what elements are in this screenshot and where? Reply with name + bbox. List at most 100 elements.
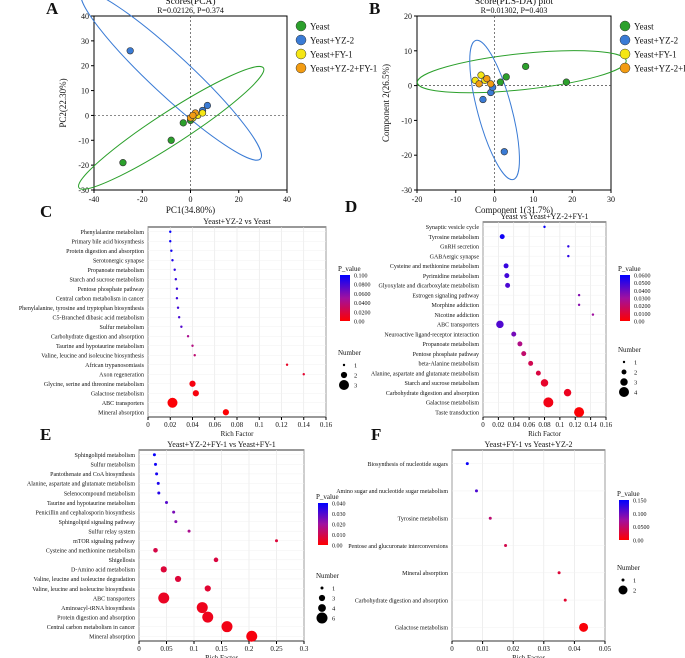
colorbar-tick-label: 0.040 (332, 502, 346, 508)
pathway-label: ABC transporters (102, 401, 145, 407)
plot-frame (417, 16, 611, 190)
pathway-label: Sphingolipid metabolism (74, 453, 135, 459)
bubble-point (567, 255, 569, 257)
pathway-label: Galactose metabolism (395, 626, 448, 632)
x-tick-label: -40 (89, 195, 100, 204)
colorbar-tick-label: 0.0100 (634, 312, 651, 318)
chart-title: Yeast+FY-1 vs Yeast+YZ-2 (485, 440, 573, 449)
bubble-point (578, 294, 580, 296)
x-tick-label: 0.05 (599, 645, 612, 653)
x-axis-label: Rich Factor (512, 654, 546, 658)
legend-marker (620, 63, 630, 73)
bubble-point (188, 530, 191, 533)
bubble-point (536, 371, 541, 376)
data-point-yeast-yz-2-fy-1 (476, 81, 483, 88)
legend-marker (296, 35, 306, 45)
x-tick-label: 0.1 (556, 421, 565, 429)
bubble-point (197, 602, 208, 613)
size-legend-label: 1 (633, 578, 636, 585)
colorbar (340, 275, 350, 321)
bubble-point (191, 345, 193, 347)
bubble-point (157, 482, 160, 485)
data-point-yeast-yz-2 (501, 148, 508, 155)
x-axis-label: Rich Factor (205, 654, 239, 658)
bubble-point (505, 283, 510, 288)
bubble-point (246, 631, 257, 642)
x-tick-label: 10 (529, 195, 537, 204)
colorbar-tick-label: 0.010 (332, 533, 346, 539)
panel-label-A: A (46, 0, 59, 18)
x-tick-label: 0 (481, 421, 485, 429)
pathway-label: Tyrosine metabolism (429, 235, 480, 241)
data-point-yeast (503, 74, 510, 81)
x-tick-label: 0.02 (492, 421, 505, 429)
x-tick-label: 20 (568, 195, 576, 204)
y-tick-label: 10 (81, 87, 89, 96)
x-tick-label: -10 (450, 195, 461, 204)
bubble-point (275, 539, 278, 542)
legend-marker (620, 35, 630, 45)
bubble-point (202, 612, 213, 623)
bubble-point (169, 240, 171, 242)
colorbar-tick-label: 0.0400 (634, 289, 651, 295)
size-legend-marker (623, 361, 625, 363)
bubble-point (176, 288, 178, 290)
x-tick-label: 0.1 (255, 421, 264, 429)
colorbar-title: P_value (316, 493, 339, 501)
colorbar (620, 275, 630, 321)
bubble-point (174, 520, 177, 523)
bubble-point (511, 332, 516, 337)
bubble-point (543, 226, 545, 228)
size-legend-label: 4 (332, 606, 336, 613)
size-legend-title: Number (316, 572, 340, 580)
bubble-point (154, 463, 157, 466)
pathway-label: ABC transporters (437, 323, 480, 329)
panel-label-B: B (369, 0, 380, 18)
pathway-label: Sphingolipid signaling pathway (59, 520, 135, 526)
size-legend-marker (317, 613, 328, 624)
data-point-yeast (522, 63, 529, 70)
y-tick-label: -20 (78, 161, 89, 170)
x-tick-label: 20 (235, 195, 243, 204)
size-legend-label: 3 (354, 383, 357, 390)
pathway-label: Morphine addiction (432, 303, 480, 309)
y-axis-label: PC2(22.30%) (58, 78, 68, 127)
pathway-label: Valine, leucine and isoleucine degradati… (34, 577, 135, 583)
bubble-point (541, 379, 548, 386)
pathway-label: Carbohydrate digestion and absorption (51, 335, 144, 341)
y-tick-label: -10 (401, 116, 412, 125)
bubble-point (180, 326, 182, 328)
colorbar-tick-label: 0.100 (354, 274, 368, 280)
panel-label-F: F (371, 425, 381, 444)
x-tick-label: 0.06 (209, 421, 222, 429)
bubble-point (564, 599, 567, 602)
bubble-point (158, 593, 169, 604)
pathway-label: Shigellosis (109, 558, 136, 564)
bubble-point (574, 407, 584, 417)
x-tick-label: 40 (283, 195, 291, 204)
bubble-point (558, 571, 561, 574)
legend-label: Yeast+FY-1 (310, 50, 353, 60)
colorbar-tick-label: 0.00 (633, 539, 644, 545)
pathway-label: African trypanosomiasis (85, 362, 144, 369)
legend-label: Yeast+YZ-2 (310, 36, 354, 46)
pathway-label: Galactose metabolism (426, 401, 479, 407)
bubble-point (175, 278, 177, 280)
pathway-label: Nicotine addiction (435, 313, 480, 319)
pathway-label: GABAergic synapse (430, 254, 480, 260)
pathway-label: Protein digestion and absorption (66, 249, 144, 255)
x-tick-label: 0.05 (160, 645, 173, 653)
pathway-label: Cysteine and methionine metabolism (46, 549, 135, 555)
pathway-label: Selenocompound metabolism (64, 491, 135, 497)
data-point-yeast-yz-2 (480, 96, 487, 103)
chart-subtitle: R=0.02126, P=0.374 (157, 6, 224, 15)
x-tick-label: 0.01 (476, 645, 489, 653)
x-tick-label: 0 (146, 421, 150, 429)
pathway-label: Sulfur metabolism (100, 324, 145, 331)
pathway-label: Aminoacyl-tRNA biosynthesis (61, 606, 135, 612)
x-tick-label: 0.04 (186, 421, 199, 429)
pathway-label: D-Amino acid metabolism (71, 568, 135, 574)
pathway-label: Pentose and glucuronate interconversions (348, 544, 448, 550)
pathway-label: Propanoate metabolism (423, 342, 480, 348)
bubble-point (205, 585, 211, 591)
